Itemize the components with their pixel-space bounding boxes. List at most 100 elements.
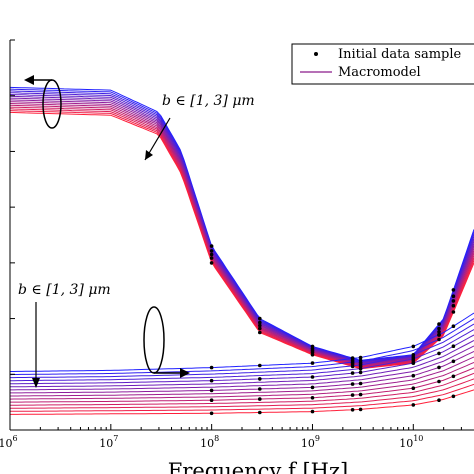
data-sample-point [411, 386, 416, 391]
data-sample-point [451, 394, 456, 399]
curve-family1-line-13 [9, 108, 474, 368]
data-sample-point [411, 373, 416, 378]
data-sample-point [350, 382, 355, 386]
ellipse-marker-lower [143, 306, 165, 374]
data-sample-point [258, 363, 262, 368]
legend: Initial data sample Macromodel [291, 43, 474, 85]
curve-family2-line-2 [9, 318, 474, 376]
x-axis-label: Frequency f [Hz] [168, 459, 348, 474]
data-sample-point [209, 249, 214, 253]
x-tick-exponent: 9 [315, 434, 320, 443]
data-sample-point [258, 330, 262, 335]
data-sample-point [437, 322, 441, 326]
data-sample-point [258, 326, 262, 331]
data-samples [209, 244, 456, 416]
data-sample-point [358, 392, 363, 397]
curve-family1-line-2 [9, 88, 474, 362]
data-sample-point [451, 294, 456, 299]
data-sample-point [358, 355, 363, 360]
data-sample-point [437, 398, 441, 403]
data-sample-point [258, 323, 262, 328]
data-sample-point [437, 332, 441, 337]
data-sample-point [310, 375, 315, 379]
x-tick-label: 106 [0, 434, 18, 450]
data-sample-point [451, 374, 456, 379]
data-sample-point [451, 359, 456, 364]
curve-family2-line-13 [9, 378, 474, 409]
curve-family2-line-15 [10, 389, 474, 415]
data-sample-point [258, 377, 262, 381]
curve-family2-line-7 [10, 345, 474, 391]
data-sample-point [258, 387, 262, 391]
curve-family2-line-11 [10, 367, 474, 403]
data-sample-point [411, 403, 416, 407]
data-sample-point [350, 408, 355, 412]
data-sample-point [258, 316, 262, 321]
curve-family1-line-9 [9, 101, 474, 366]
curve-family1-line-11 [9, 104, 474, 367]
data-sample-point [209, 378, 214, 383]
data-sample-point [451, 288, 456, 292]
x-tick-label: 108 [200, 434, 219, 450]
curve-family2-line-14 [10, 383, 474, 412]
data-sample-point [451, 324, 456, 329]
x-tick-label: 109 [301, 434, 320, 450]
data-sample-point [451, 344, 456, 349]
curve-family2-line-10 [9, 361, 474, 400]
data-sample-point [437, 326, 441, 331]
x-tick-exponent: 10 [413, 434, 423, 443]
curve-family2-line-5 [9, 334, 474, 385]
data-sample-point [209, 261, 214, 265]
curve-family1-line-4 [9, 92, 474, 363]
curve-family2-line-8 [10, 350, 474, 394]
data-sample-point [350, 393, 355, 397]
data-sample-point [209, 252, 214, 257]
annotation-upper: b ∈ [1, 3] μm [162, 93, 255, 109]
data-sample-point [310, 409, 315, 414]
data-sample-point [411, 344, 416, 349]
x-tick-label: 1010 [399, 434, 423, 450]
curve-family2-line-6 [10, 340, 474, 388]
curve-family1-line-1 [9, 86, 474, 361]
data-sample-point [258, 410, 262, 415]
data-sample-point [310, 361, 315, 365]
arrow-head [24, 75, 34, 85]
curve-family1-line-6 [9, 95, 474, 364]
legend-marker-dot [314, 52, 318, 56]
data-sample-point [437, 365, 441, 370]
data-sample-point [310, 396, 315, 400]
data-sample-point [258, 397, 262, 401]
data-sample-point [209, 398, 214, 403]
curve-family2-line-9 [10, 356, 474, 397]
x-tick-exponent: 7 [113, 434, 118, 443]
arrow-head [180, 368, 190, 378]
data-sample-point [358, 381, 363, 386]
curve-family2-line-3 [10, 323, 474, 379]
curve-family1-line-7 [9, 97, 474, 365]
data-sample-point [437, 330, 441, 334]
curve-family2-line-1 [10, 312, 474, 372]
x-tick-exponent: 6 [12, 434, 17, 443]
data-sample-point [258, 320, 262, 325]
data-sample-point [437, 337, 441, 342]
data-sample-point [358, 366, 363, 371]
data-sample-point [310, 385, 315, 390]
data-sample-point [451, 310, 456, 314]
data-sample-point [358, 370, 363, 375]
data-sample-point [310, 353, 315, 357]
curve-family1-line-12 [9, 106, 474, 368]
curve-family1-line-8 [9, 99, 474, 365]
data-sample-point [437, 351, 441, 356]
data-sample-point [451, 303, 456, 308]
annotations: b ∈ [1, 3] μm b ∈ [1, 3] μm [18, 75, 255, 388]
curve-family1-line-15 [9, 111, 474, 370]
data-sample-point [411, 361, 416, 365]
legend-label: Initial data sample [338, 47, 461, 62]
data-sample-point [209, 256, 214, 260]
data-sample-point [350, 364, 355, 369]
data-sample-point [437, 379, 441, 384]
curve-family2-line-4 [10, 329, 474, 382]
curve-family1-line-5 [9, 94, 474, 364]
data-sample-point [358, 407, 363, 412]
